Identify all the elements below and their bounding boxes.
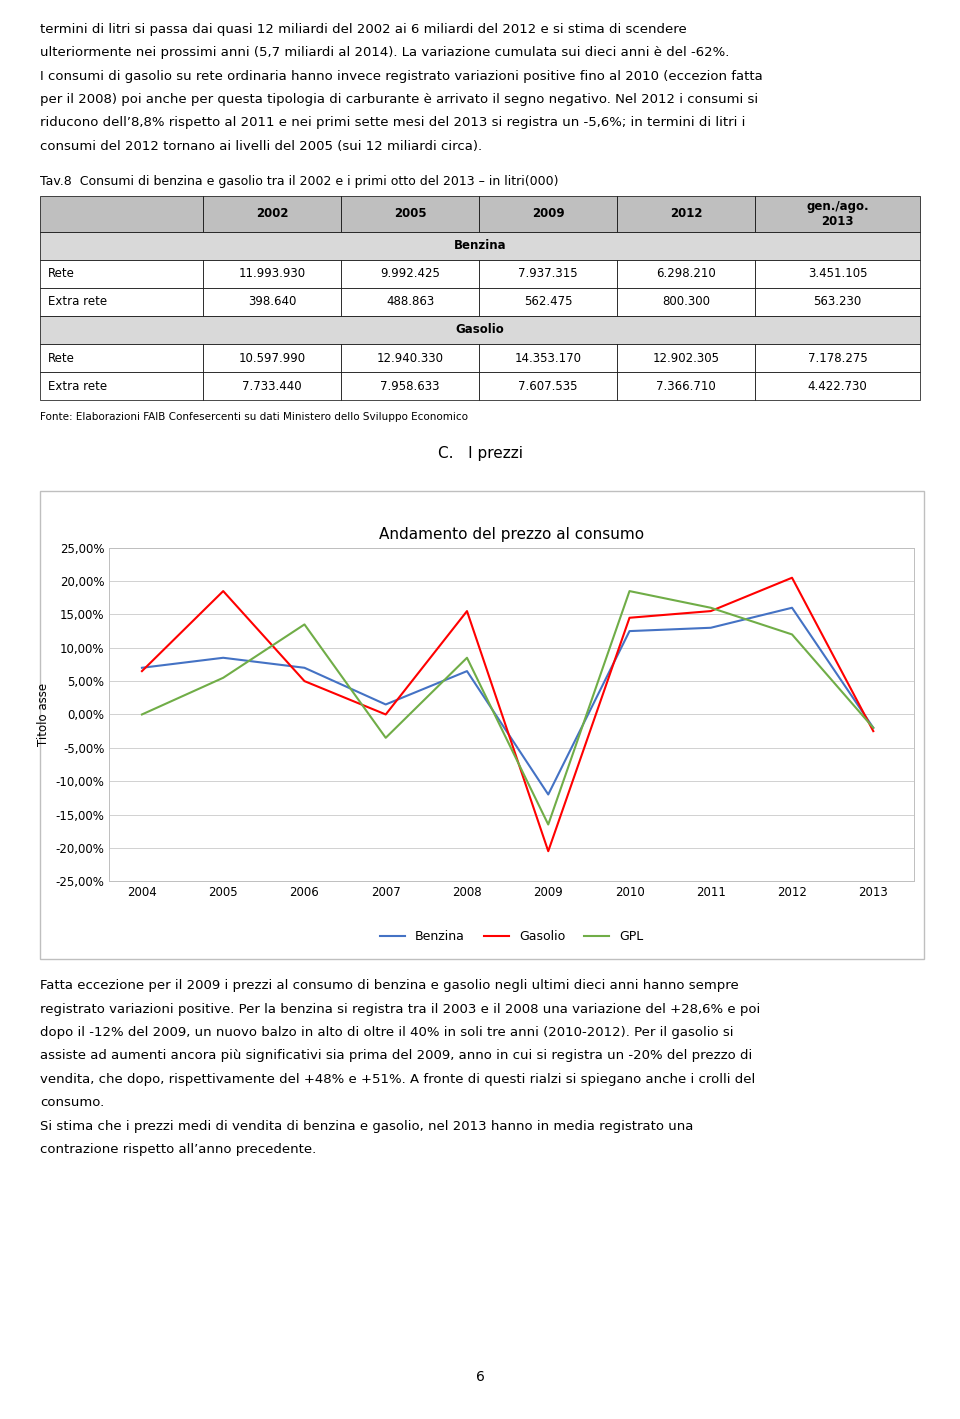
- Bar: [341, 196, 479, 231]
- Bar: [479, 288, 617, 316]
- Title: Andamento del prezzo al consumo: Andamento del prezzo al consumo: [379, 528, 644, 542]
- Bar: [40, 491, 924, 959]
- Text: 562.475: 562.475: [524, 295, 572, 308]
- Bar: [617, 288, 756, 316]
- Text: 488.863: 488.863: [386, 295, 434, 308]
- Text: Extra rete: Extra rete: [48, 295, 108, 308]
- Text: 563.230: 563.230: [813, 295, 861, 308]
- Text: ulteriormente nei prossimi anni (5,7 miliardi al 2014). La variazione cumulata s: ulteriormente nei prossimi anni (5,7 mil…: [40, 45, 730, 60]
- Text: Rete: Rete: [48, 267, 75, 280]
- Text: Fatta eccezione per il 2009 i prezzi al consumo di benzina e gasolio negli ultim: Fatta eccezione per il 2009 i prezzi al …: [40, 979, 739, 992]
- Text: gen./ago.
2013: gen./ago. 2013: [806, 200, 869, 227]
- Bar: [203, 260, 341, 288]
- Text: Fonte: Elaborazioni FAIB Confesercenti su dati Ministero dello Sviluppo Economic: Fonte: Elaborazioni FAIB Confesercenti s…: [40, 412, 468, 421]
- Text: I consumi di gasolio su rete ordinaria hanno invece registrato variazioni positi: I consumi di gasolio su rete ordinaria h…: [40, 70, 763, 82]
- Text: 6.298.210: 6.298.210: [657, 267, 716, 280]
- Bar: [756, 288, 920, 316]
- Bar: [203, 343, 341, 372]
- Bar: [40, 260, 203, 288]
- Text: 11.993.930: 11.993.930: [238, 267, 305, 280]
- Text: 2002: 2002: [255, 207, 288, 220]
- Text: Gasolio: Gasolio: [456, 324, 504, 336]
- Text: contrazione rispetto all’anno precedente.: contrazione rispetto all’anno precedente…: [40, 1144, 317, 1156]
- Bar: [40, 196, 203, 231]
- Bar: [40, 231, 920, 260]
- Bar: [479, 196, 617, 231]
- Text: Si stima che i prezzi medi di vendita di benzina e gasolio, nel 2013 hanno in me: Si stima che i prezzi medi di vendita di…: [40, 1120, 694, 1132]
- Text: 7.178.275: 7.178.275: [807, 352, 867, 365]
- Bar: [203, 196, 341, 231]
- Text: riducono dell’8,8% rispetto al 2011 e nei primi sette mesi del 2013 si registra : riducono dell’8,8% rispetto al 2011 e ne…: [40, 116, 746, 129]
- Text: 10.597.990: 10.597.990: [238, 352, 305, 365]
- Text: Rete: Rete: [48, 352, 75, 365]
- Bar: [40, 288, 203, 316]
- Text: 7.733.440: 7.733.440: [242, 380, 301, 393]
- Bar: [756, 343, 920, 372]
- Bar: [40, 343, 203, 372]
- Text: Benzina: Benzina: [454, 240, 506, 253]
- Bar: [617, 372, 756, 400]
- Text: 2009: 2009: [532, 207, 564, 220]
- Bar: [617, 260, 756, 288]
- Text: 7.958.633: 7.958.633: [380, 380, 440, 393]
- Text: 800.300: 800.300: [662, 295, 710, 308]
- Bar: [40, 316, 920, 343]
- Bar: [341, 343, 479, 372]
- Text: 14.353.170: 14.353.170: [515, 352, 582, 365]
- Text: 2005: 2005: [394, 207, 426, 220]
- Bar: [40, 372, 203, 400]
- Bar: [617, 343, 756, 372]
- Text: 3.451.105: 3.451.105: [807, 267, 867, 280]
- Text: 12.940.330: 12.940.330: [376, 352, 444, 365]
- Text: 6: 6: [475, 1369, 485, 1384]
- Bar: [203, 288, 341, 316]
- Text: assiste ad aumenti ancora più significativi sia prima del 2009, anno in cui si r: assiste ad aumenti ancora più significat…: [40, 1050, 753, 1063]
- Bar: [341, 260, 479, 288]
- Text: registrato variazioni positive. Per la benzina si registra tra il 2003 e il 2008: registrato variazioni positive. Per la b…: [40, 1002, 760, 1016]
- Text: termini di litri si passa dai quasi 12 miliardi del 2002 ai 6 miliardi del 2012 : termini di litri si passa dai quasi 12 m…: [40, 23, 687, 35]
- Text: 7.366.710: 7.366.710: [657, 380, 716, 393]
- Bar: [617, 196, 756, 231]
- Text: consumo.: consumo.: [40, 1095, 105, 1110]
- Bar: [756, 372, 920, 400]
- Text: 7.937.315: 7.937.315: [518, 267, 578, 280]
- Y-axis label: Titolo asse: Titolo asse: [37, 683, 50, 746]
- Bar: [479, 372, 617, 400]
- Text: 7.607.535: 7.607.535: [518, 380, 578, 393]
- Bar: [341, 372, 479, 400]
- Legend: Benzina, Gasolio, GPL: Benzina, Gasolio, GPL: [375, 925, 648, 948]
- Text: 398.640: 398.640: [248, 295, 297, 308]
- Text: dopo il -12% del 2009, un nuovo balzo in alto di oltre il 40% in soli tre anni (: dopo il -12% del 2009, un nuovo balzo in…: [40, 1026, 733, 1039]
- Text: 4.422.730: 4.422.730: [807, 380, 867, 393]
- Bar: [203, 372, 341, 400]
- Text: 9.992.425: 9.992.425: [380, 267, 440, 280]
- Text: Extra rete: Extra rete: [48, 380, 108, 393]
- Text: Tav.8  Consumi di benzina e gasolio tra il 2002 e i primi otto del 2013 – in lit: Tav.8 Consumi di benzina e gasolio tra i…: [40, 175, 559, 187]
- Bar: [479, 343, 617, 372]
- Text: 2012: 2012: [670, 207, 703, 220]
- Bar: [756, 260, 920, 288]
- Bar: [756, 196, 920, 231]
- Text: consumi del 2012 tornano ai livelli del 2005 (sui 12 miliardi circa).: consumi del 2012 tornano ai livelli del …: [40, 140, 483, 153]
- Text: 12.902.305: 12.902.305: [653, 352, 720, 365]
- Bar: [341, 288, 479, 316]
- Text: vendita, che dopo, rispettivamente del +48% e +51%. A fronte di questi rialzi si: vendita, che dopo, rispettivamente del +…: [40, 1073, 756, 1086]
- Text: per il 2008) poi anche per questa tipologia di carburante è arrivato il segno ne: per il 2008) poi anche per questa tipolo…: [40, 94, 758, 106]
- Text: C.   I prezzi: C. I prezzi: [438, 446, 522, 461]
- Bar: [479, 260, 617, 288]
